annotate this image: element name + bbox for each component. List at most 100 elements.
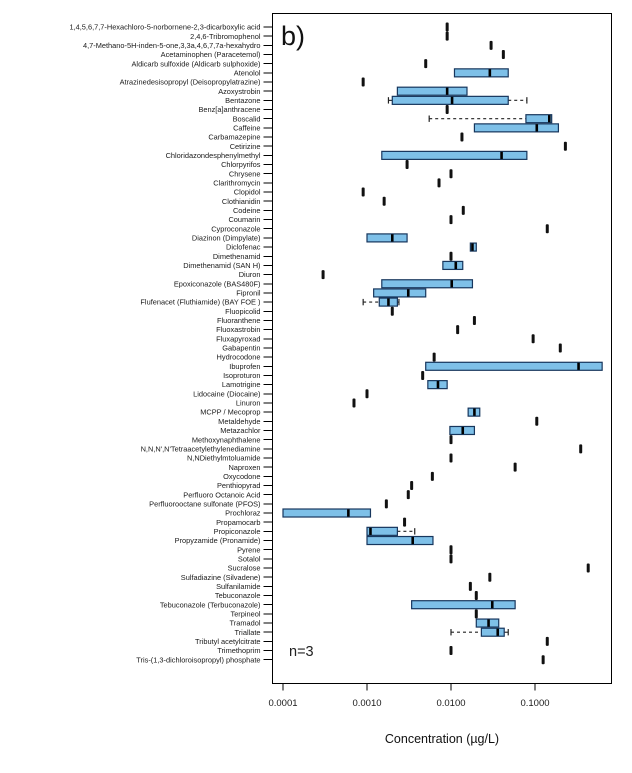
point-tick — [449, 169, 453, 179]
point-tick — [579, 444, 583, 454]
row-label: Boscalid — [233, 114, 261, 123]
point-tick — [545, 636, 549, 646]
row-label: Lamotrigine — [222, 380, 261, 389]
box-glyph — [391, 95, 509, 105]
row-label: Fluoxastrobin — [216, 325, 260, 334]
point-tick — [410, 481, 414, 490]
row-label: Chrysene — [229, 169, 261, 178]
point-tick — [586, 563, 590, 573]
row-label: 1,4,5,6,7,7-Hexachloro-5-norbornene-2,3-… — [69, 23, 260, 32]
row-label: Sulfanilamide — [216, 582, 260, 591]
point-tick — [456, 325, 460, 335]
row-label: Tramadol — [230, 619, 261, 628]
row-label: Chlorpyrifos — [221, 160, 261, 169]
box-glyph — [373, 288, 427, 298]
row-label: Acetaminophen (Paracetemol) — [161, 50, 261, 59]
point-tick — [449, 435, 453, 445]
row-label: Tebuconazole (Terbuconazole) — [160, 600, 261, 609]
box-glyph — [366, 526, 398, 536]
row-label: Fluopicolid — [225, 307, 260, 316]
row-label: Fluxapyroxad — [216, 334, 260, 343]
row-label: Propamocarb — [216, 518, 260, 527]
row-label: Perfluorooctane sulfonate (PFOS) — [149, 499, 260, 508]
point-tick — [390, 306, 394, 316]
row-label: Oxycodone — [223, 472, 260, 481]
row-label: Dimethenamid (SAN H) — [183, 261, 260, 270]
point-tick — [382, 196, 386, 206]
x-tick-label: 0.0010 — [352, 698, 381, 709]
point-tick — [445, 105, 449, 115]
row-label: Diuron — [239, 270, 261, 279]
point-tick — [321, 270, 325, 280]
point-tick — [449, 251, 453, 261]
point-tick — [474, 591, 478, 601]
box-glyph — [473, 123, 560, 133]
x-tick-label: 0.0001 — [268, 698, 297, 709]
box-glyph — [366, 535, 434, 546]
row-label: Sucralose — [228, 564, 261, 573]
row-label: Methoxynaphthalene — [192, 435, 261, 444]
row-label: Clarithromycin — [213, 178, 260, 187]
box-glyph — [366, 233, 408, 243]
row-label: Tris-(1,3-dichloroisopropyl) phosphate — [136, 655, 260, 664]
row-label: Penthiopyrad — [217, 481, 261, 490]
row-label: Triallate — [234, 628, 260, 637]
row-label: Metazachlor — [220, 426, 261, 435]
row-label: Fluoranthene — [217, 316, 261, 325]
row-label: Diclofenac — [226, 243, 261, 252]
row-label: Dimethenamid — [213, 252, 261, 261]
box-glyph — [411, 600, 516, 610]
row-label: Tebuconazole — [215, 591, 261, 600]
point-tick — [545, 224, 549, 234]
row-label: Caffeine — [233, 123, 260, 132]
point-tick — [558, 343, 562, 353]
point-tick — [365, 389, 369, 399]
point-tick — [468, 581, 472, 591]
point-tick — [460, 132, 464, 142]
box-glyph — [525, 114, 553, 124]
point-tick — [513, 462, 517, 472]
row-label: Fipronil — [236, 289, 261, 298]
row-label: Carbamazepine — [208, 133, 260, 142]
x-axis-title: Concentration (µg/L) — [385, 732, 499, 746]
row-label: Pyrene — [237, 545, 260, 554]
box-glyph — [480, 627, 505, 637]
box-glyph — [381, 150, 528, 160]
row-label: Tributyl acetylcitrate — [195, 637, 260, 646]
row-label: Diazinon (Dimpylate) — [192, 234, 261, 243]
box-glyph — [282, 508, 372, 518]
row-label: Epoxiconazole (BAS480F) — [174, 279, 261, 288]
panel-label: b) — [281, 21, 305, 51]
row-label: 4,7-Methano-5H-inden-5-one,3,3a,4,6,7,7a… — [83, 41, 261, 50]
point-tick — [449, 215, 453, 225]
row-label: Clothianidin — [222, 197, 261, 206]
row-label: Clopidol — [234, 188, 261, 197]
point-tick — [472, 315, 476, 325]
point-tick — [488, 572, 492, 582]
row-label: Benz[a]anthracene — [198, 105, 260, 114]
row-label: Cetirizine — [230, 142, 261, 151]
row-label: Chloridazondesphenylmethyl — [166, 151, 261, 160]
row-label: Lidocaine (Diocaine) — [193, 389, 260, 398]
plot-border — [271, 12, 613, 685]
row-label: N,NDiethylmtoluamide — [187, 454, 261, 463]
row-label: Ibuprofen — [229, 362, 260, 371]
row-label: Naproxen — [228, 463, 260, 472]
point-tick — [361, 77, 365, 87]
row-label: Azoxystrobin — [218, 87, 260, 96]
point-tick — [437, 178, 441, 188]
point-tick — [445, 22, 449, 32]
box-glyph — [381, 279, 474, 289]
row-label: Flufenacet (Fluthiamide) (BAY FOE ) — [140, 298, 260, 307]
row-label: Propiconazole — [214, 527, 261, 536]
point-tick — [541, 655, 545, 665]
row-label: Cyproconazole — [211, 224, 260, 233]
row-label: Perfluoro Octanoic Acid — [183, 490, 260, 499]
point-tick — [449, 646, 453, 656]
point-tick — [406, 490, 410, 500]
point-tick — [563, 141, 567, 151]
row-label: Linuron — [236, 399, 261, 408]
box-glyph — [425, 361, 603, 371]
row-label: Isoproturon — [223, 371, 260, 380]
x-tick-label: 0.1000 — [520, 698, 549, 709]
